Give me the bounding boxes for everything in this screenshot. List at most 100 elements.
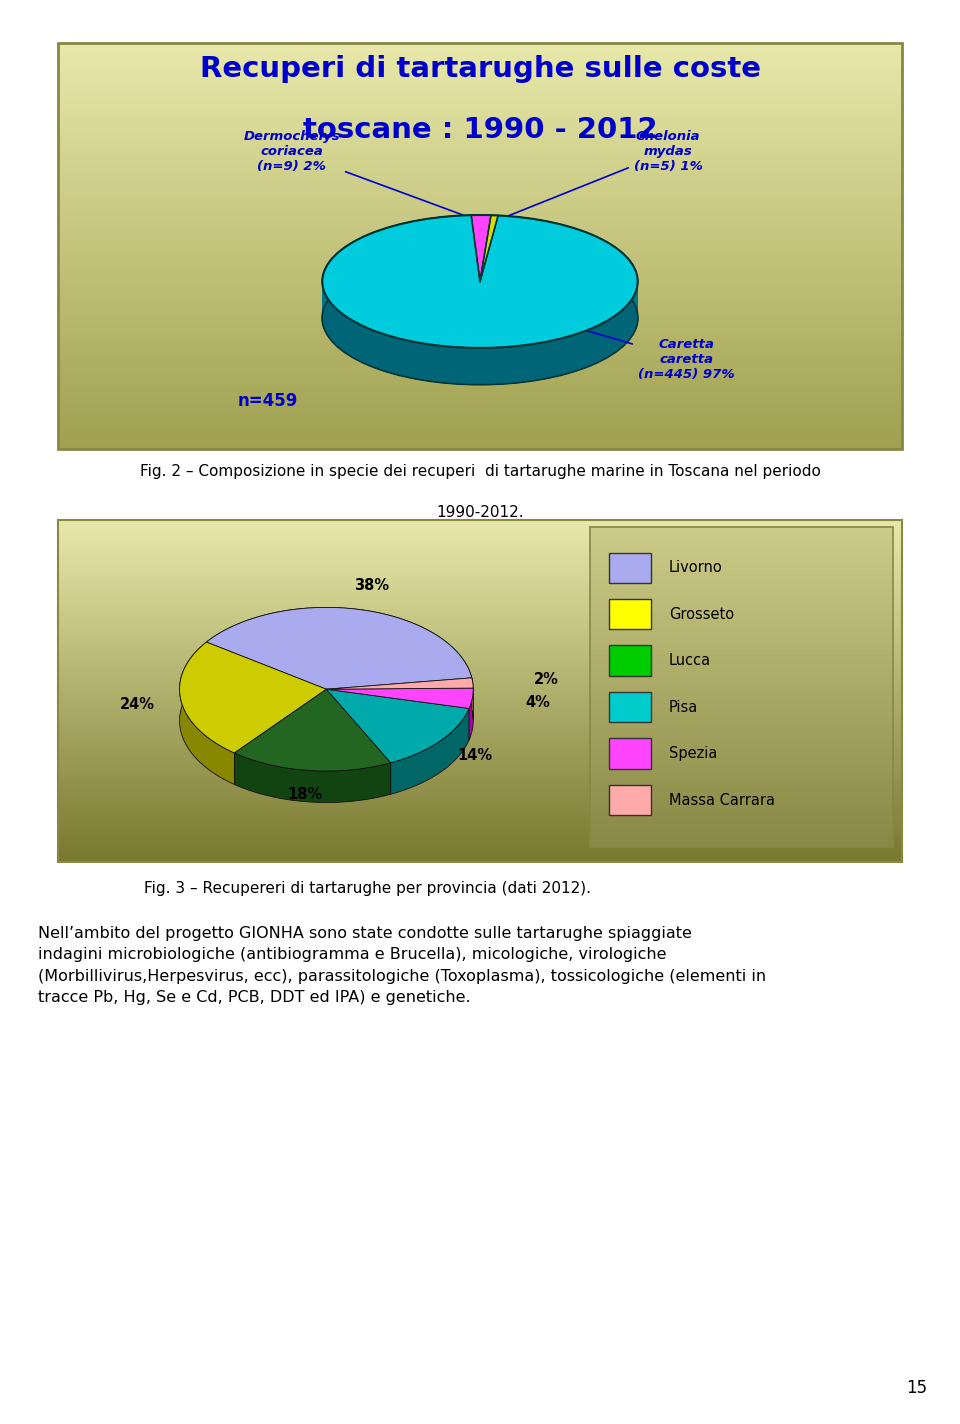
- Bar: [58, 595, 902, 598]
- Bar: [58, 372, 902, 376]
- Bar: [58, 701, 902, 705]
- Bar: [58, 557, 902, 561]
- Polygon shape: [491, 215, 498, 252]
- Bar: [590, 554, 893, 558]
- Bar: [58, 537, 902, 540]
- Bar: [58, 323, 902, 328]
- Bar: [58, 347, 902, 352]
- Bar: [58, 540, 902, 544]
- Bar: [58, 796, 902, 800]
- Bar: [58, 591, 902, 595]
- Bar: [58, 319, 902, 323]
- Bar: [58, 128, 902, 132]
- Polygon shape: [180, 642, 234, 785]
- Bar: [58, 605, 902, 608]
- Bar: [58, 339, 902, 343]
- Bar: [590, 622, 893, 628]
- Bar: [58, 124, 902, 128]
- Polygon shape: [471, 215, 491, 282]
- Bar: [58, 201, 902, 205]
- Bar: [590, 618, 893, 624]
- Text: 18%: 18%: [287, 787, 323, 802]
- Bar: [58, 306, 902, 310]
- Polygon shape: [471, 215, 491, 252]
- Bar: [590, 756, 893, 762]
- Bar: [58, 646, 902, 649]
- Bar: [58, 656, 902, 659]
- Bar: [58, 104, 902, 108]
- Bar: [58, 708, 902, 711]
- Bar: [58, 659, 902, 664]
- Bar: [590, 740, 893, 746]
- Bar: [58, 642, 902, 646]
- Bar: [58, 181, 902, 185]
- Bar: [58, 144, 902, 148]
- Text: Grosseto: Grosseto: [669, 607, 734, 622]
- Text: 1990-2012.: 1990-2012.: [436, 506, 524, 520]
- Bar: [58, 766, 902, 769]
- Bar: [58, 95, 902, 100]
- Bar: [58, 619, 902, 622]
- Bar: [590, 778, 893, 783]
- Bar: [58, 676, 902, 681]
- Bar: [590, 533, 893, 537]
- Bar: [58, 192, 902, 197]
- Text: 38%: 38%: [353, 578, 389, 594]
- Bar: [609, 645, 651, 676]
- Bar: [58, 654, 902, 656]
- Bar: [58, 674, 902, 676]
- Bar: [58, 363, 902, 367]
- Bar: [58, 416, 902, 420]
- Bar: [58, 742, 902, 745]
- Bar: [58, 664, 902, 666]
- Bar: [58, 315, 902, 319]
- Bar: [58, 681, 902, 684]
- Bar: [58, 407, 902, 412]
- Bar: [58, 429, 902, 433]
- Bar: [590, 795, 893, 799]
- Bar: [590, 832, 893, 837]
- Bar: [58, 286, 902, 290]
- Bar: [58, 440, 902, 444]
- Bar: [58, 574, 902, 578]
- Bar: [590, 628, 893, 634]
- Bar: [58, 290, 902, 295]
- Bar: [58, 335, 902, 339]
- Bar: [58, 165, 902, 168]
- Bar: [590, 772, 893, 778]
- Text: Lucca: Lucca: [669, 654, 711, 668]
- Bar: [58, 844, 902, 847]
- Bar: [58, 58, 902, 63]
- Bar: [58, 732, 902, 735]
- Bar: [590, 682, 893, 686]
- Bar: [58, 172, 902, 177]
- Bar: [58, 705, 902, 708]
- Bar: [58, 824, 902, 827]
- Bar: [590, 735, 893, 740]
- Bar: [58, 197, 902, 201]
- Bar: [58, 157, 902, 161]
- Bar: [58, 80, 902, 84]
- Bar: [590, 789, 893, 795]
- Bar: [58, 67, 902, 71]
- Polygon shape: [180, 642, 326, 753]
- Polygon shape: [469, 688, 473, 740]
- Bar: [58, 108, 902, 111]
- Bar: [58, 328, 902, 330]
- Bar: [58, 718, 902, 722]
- Bar: [590, 661, 893, 666]
- Bar: [58, 84, 902, 87]
- Bar: [58, 568, 902, 571]
- Bar: [58, 229, 902, 234]
- Bar: [58, 817, 902, 820]
- Bar: [58, 137, 902, 140]
- Bar: [58, 310, 902, 315]
- Bar: [58, 827, 902, 830]
- Bar: [58, 161, 902, 165]
- Bar: [58, 625, 902, 629]
- Bar: [590, 591, 893, 597]
- Bar: [58, 756, 902, 759]
- Bar: [58, 786, 902, 790]
- Bar: [58, 221, 902, 225]
- Bar: [58, 735, 902, 739]
